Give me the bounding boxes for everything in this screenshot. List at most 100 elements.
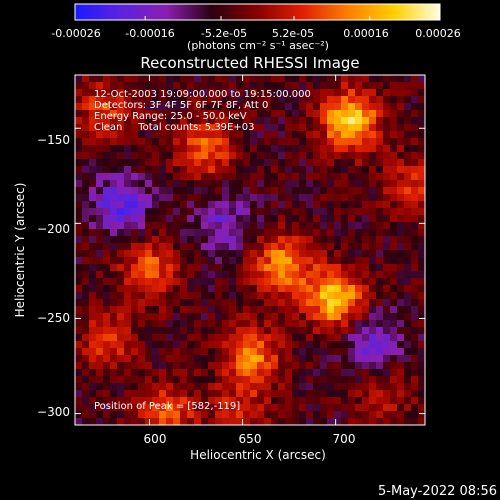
heatmap-cell xyxy=(159,229,167,237)
heatmap-cell xyxy=(397,131,405,139)
heatmap-cell xyxy=(411,362,419,370)
heatmap-cell xyxy=(131,418,139,426)
heatmap-cell xyxy=(320,404,328,412)
heatmap-cell xyxy=(215,229,223,237)
heatmap-cell xyxy=(103,215,111,223)
heatmap-cell xyxy=(145,138,153,146)
heatmap-cell xyxy=(236,341,244,349)
heatmap-cell xyxy=(166,117,174,125)
heatmap-cell xyxy=(152,117,160,125)
heatmap-cell xyxy=(376,236,384,244)
heatmap-cell xyxy=(180,278,188,286)
heatmap-cell xyxy=(194,145,202,153)
heatmap-cell xyxy=(292,334,300,342)
heatmap-cell xyxy=(187,103,195,111)
heatmap-cell xyxy=(285,103,293,111)
heatmap-cell xyxy=(418,103,426,111)
heatmap-cell xyxy=(243,117,251,125)
heatmap-cell xyxy=(264,292,272,300)
heatmap-cell xyxy=(96,110,104,118)
heatmap-cell xyxy=(411,159,419,167)
heatmap-cell xyxy=(159,75,167,83)
heatmap-cell xyxy=(236,348,244,356)
heatmap-cell xyxy=(292,180,300,188)
heatmap-cell xyxy=(327,320,335,328)
heatmap-cell xyxy=(194,222,202,230)
heatmap-cell xyxy=(180,215,188,223)
heatmap-cell xyxy=(180,103,188,111)
heatmap-cell xyxy=(145,159,153,167)
heatmap-cell xyxy=(355,320,363,328)
heatmap-cell xyxy=(334,96,342,104)
heatmap-cell xyxy=(327,306,335,314)
heatmap-cell xyxy=(404,229,412,237)
heatmap-cell xyxy=(243,215,251,223)
heatmap-cell xyxy=(124,250,132,258)
heatmap-cell xyxy=(327,397,335,405)
heatmap-cell xyxy=(299,208,307,216)
heatmap-cell xyxy=(299,117,307,125)
heatmap-cell xyxy=(313,201,321,209)
heatmap-cell xyxy=(103,145,111,153)
heatmap-cell xyxy=(145,117,153,125)
heatmap-cell xyxy=(117,131,125,139)
heatmap-cell xyxy=(383,110,391,118)
heatmap-cell xyxy=(173,292,181,300)
heatmap-cell xyxy=(243,376,251,384)
heatmap-cell xyxy=(187,208,195,216)
heatmap-cell xyxy=(285,299,293,307)
heatmap-cell xyxy=(299,173,307,181)
heatmap-cell xyxy=(390,173,398,181)
heatmap-cell xyxy=(285,397,293,405)
heatmap-cell xyxy=(320,320,328,328)
heatmap-cell xyxy=(117,362,125,370)
heatmap-cell xyxy=(327,145,335,153)
heatmap-cell xyxy=(299,271,307,279)
heatmap-cell xyxy=(306,285,314,293)
heatmap-cell xyxy=(369,404,377,412)
heatmap-cell xyxy=(348,180,356,188)
heatmap-cell xyxy=(390,271,398,279)
heatmap-cell xyxy=(152,103,160,111)
heatmap-cell xyxy=(411,187,419,195)
heatmap-cell xyxy=(236,327,244,335)
heatmap-cell xyxy=(278,229,286,237)
heatmap-cell xyxy=(145,124,153,132)
heatmap-cell xyxy=(229,334,237,342)
heatmap-cell xyxy=(229,159,237,167)
heatmap-cell xyxy=(82,75,90,83)
heatmap-cell xyxy=(166,187,174,195)
heatmap-cell xyxy=(257,75,265,83)
heatmap-cell xyxy=(383,124,391,132)
heatmap-cell xyxy=(75,89,83,97)
heatmap-cell xyxy=(152,313,160,321)
heatmap-cell xyxy=(89,194,97,202)
heatmap-cell xyxy=(138,180,146,188)
heatmap-cell xyxy=(313,390,321,398)
heatmap-cell xyxy=(348,418,356,426)
heatmap-cell xyxy=(145,299,153,307)
heatmap-cell xyxy=(278,159,286,167)
heatmap-cell xyxy=(173,313,181,321)
heatmap-cell xyxy=(124,285,132,293)
heatmap-cell xyxy=(390,390,398,398)
heatmap-cell xyxy=(362,201,370,209)
heatmap-cell xyxy=(145,257,153,265)
heatmap-cell xyxy=(117,152,125,160)
heatmap-cell xyxy=(110,250,118,258)
heatmap-cell xyxy=(334,131,342,139)
heatmap-cell xyxy=(341,75,349,83)
heatmap-cell xyxy=(334,299,342,307)
heatmap-cell xyxy=(103,355,111,363)
heatmap-cell xyxy=(229,187,237,195)
heatmap-cell xyxy=(299,82,307,90)
heatmap-cell xyxy=(334,103,342,111)
heatmap-cell xyxy=(341,194,349,202)
heatmap-cell xyxy=(271,131,279,139)
heatmap-cell xyxy=(390,187,398,195)
heatmap-cell xyxy=(306,320,314,328)
heatmap-cell xyxy=(334,110,342,118)
heatmap-cell xyxy=(152,397,160,405)
heatmap-cell xyxy=(306,341,314,349)
heatmap-cell xyxy=(320,271,328,279)
